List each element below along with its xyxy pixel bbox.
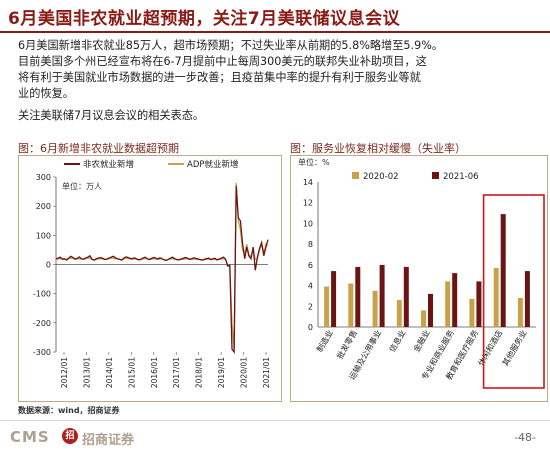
chart2-category-label: 休闲和酒店 [476,328,505,368]
chart1-y-tick-label: 0 [46,261,51,270]
brand-name: 招商证券 [82,433,135,448]
chart1-x-tick-label: 2021/01 [262,357,271,388]
chart1-x-tick-label: 2013/01 [82,357,91,388]
chart1-y-tick-label: 200 [36,202,51,211]
chart2-legend-swatch [432,172,439,179]
chart1-y-tick-label: 300 [36,173,51,182]
chart2-y-tick-label: 0 [308,323,313,332]
chart1-y-tick-label: -200 [33,319,51,328]
chart2-legend-label: 2021-06 [443,172,479,182]
chart2-bar [445,281,451,327]
chart2-bar [396,300,402,327]
chart2-unit-label: 单位：% [298,157,330,167]
chart1-frame [18,155,282,402]
chart1-x-tick-label: 2017/01 [172,357,181,388]
chart2-y-tick-label: 14 [303,178,313,187]
chart2-bar [331,271,337,327]
chart1-x-tick-label: 2015/01 [127,357,136,388]
chart2-bar [524,271,530,327]
chart2-category-label: 批发零售 [334,328,359,361]
chart2-bar [517,298,523,327]
chart2-title: 图：服务业恢复相对缓慢（失业率） [290,142,466,155]
chart1-x-tick-label: 2019/01 [217,357,226,388]
page-number: -48- [514,431,536,444]
chart1-x-tick-label: 2016/01 [150,357,159,388]
chart2-category-label: 其他服务业 [500,328,529,368]
chart2-y-tick-label: 8 [308,240,313,249]
chart2-highlight-box [482,194,545,389]
chart2-bar [379,264,385,327]
chart2-bar [500,214,506,327]
brand-logo-icon: 招 [62,428,78,444]
chart1-series-line [55,185,269,354]
chart2-bar [355,266,361,327]
chart2-bar [452,273,458,327]
body-line-1: 6月美国新增非农就业85万人，超市场预期；不过失业率从前期的5.8%略增至5.9… [18,39,444,52]
chart2-bar [493,268,499,327]
chart1-y-tick-label: -300 [33,348,51,357]
chart2-frame [290,155,548,402]
chart1-legend-label: ADP就业新增 [187,159,239,170]
chart2-legend-label: 2020-02 [363,172,399,182]
chart2-category-label: 信息业 [387,328,408,354]
chart2-y-tick-label: 4 [308,282,313,291]
title-divider [0,31,550,33]
chart1-y-tick-label: -100 [33,290,51,299]
chart2-y-tick-label: 12 [303,199,313,208]
body-line-5: 关注美联储7月议息会议的相关表态。 [18,109,205,122]
chart2-bar [348,283,354,327]
chart2-category-label: 金融业 [411,328,432,354]
chart2-bar [324,286,330,327]
chart2-y-tick-label: 10 [303,219,313,228]
chart1-x-tick-label: 2018/01 [195,357,204,388]
chart1-x-tick-label: 2014/01 [105,357,114,388]
body-line-4: 业的恢复。 [18,87,74,100]
chart2-bar [372,290,378,328]
footer-divider [0,420,550,421]
chart2-bar [428,293,433,327]
chart1-x-tick-label: 2020/01 [240,357,249,388]
chart1-legend-label: 非农就业新增 [83,159,134,170]
chart2-y-tick-label: 6 [308,261,313,270]
page-title: 6月美国非农就业超预期，关注7月美联储议息会议 [8,9,401,29]
chart2-bar [421,310,426,327]
brand-logo-text: CMS [10,428,50,446]
body-line-2: 目前美国多个州已经宣布将在6-7月提前中止每周300美元的联邦失业补助项目，这 [18,55,427,68]
chart1-unit-label: 单位：万人 [62,181,102,191]
data-source: 数据来源：wind，招商证券 [18,406,120,415]
chart1-x-tick-label: 2012/01 [60,357,69,388]
chart2-bar [476,281,482,327]
chart2-bar [469,299,475,327]
chart2-y-tick-label: 2 [308,302,313,311]
chart2-bar [403,266,409,327]
chart1-y-tick-label: 100 [36,231,51,240]
chart1-title: 图：6月新增非农就业数据超预期 [18,142,179,155]
chart2-legend-swatch [352,172,359,179]
chart2-category-label: 制造业 [314,328,335,354]
body-line-3: 将有利于美国就业市场数据的进一步改善；且疫苗集中率的提升有利于服务业等就 [18,71,421,84]
